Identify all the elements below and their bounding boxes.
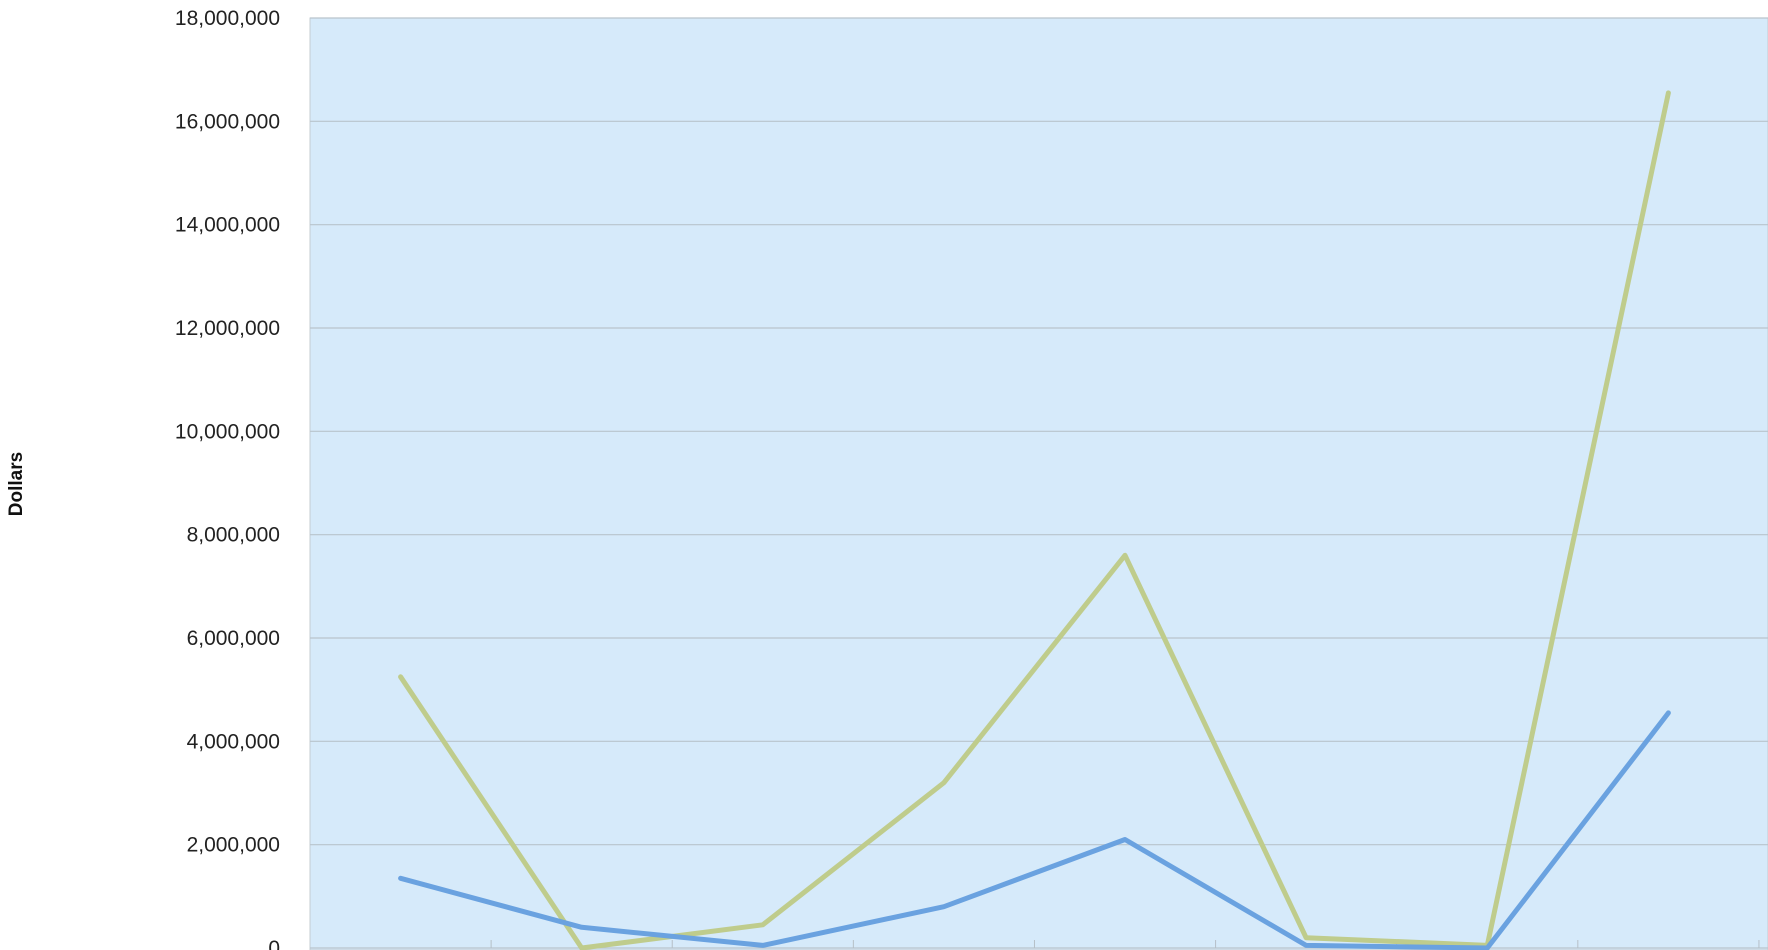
y-tick-label: 10,000,000 [175,420,280,443]
y-tick-label: 2,000,000 [187,834,280,857]
y-tick-label: 6,000,000 [187,627,280,650]
y-axis-tick-labels: 0 2,000,000 4,000,000 6,000,000 8,000,000 10,… [175,7,280,950]
series-lines [398,90,1671,950]
y-tick-label: 4,000,000 [187,730,280,753]
y-tick-label: 18,000,000 [175,7,280,30]
series-line-2 [398,710,1671,950]
y-tick-label: 14,000,000 [175,214,280,237]
plot-area [309,17,1768,950]
y-tick-label: 0 [268,937,280,950]
y-axis-title: Dollars [6,452,27,516]
y-tick-label: 16,000,000 [175,110,280,133]
series-line-1 [398,90,1671,950]
gridlines [310,17,1768,949]
y-tick-label: 8,000,000 [187,524,280,547]
y-tick-label: 12,000,000 [175,317,280,340]
x-axis-ticks [490,940,1760,948]
